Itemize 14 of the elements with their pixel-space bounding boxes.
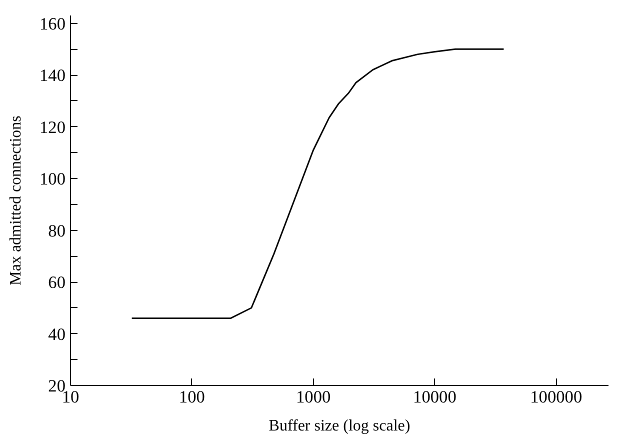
y-tick-label: 140 <box>40 66 66 86</box>
x-tick-label: 1000 <box>296 388 331 406</box>
y-tick-label: 80 <box>48 221 66 240</box>
x-tick-label: 100000 <box>530 388 582 406</box>
y-tick-label: 40 <box>48 324 66 344</box>
y-tick-label: 60 <box>48 273 66 292</box>
x-tick-label: 10000 <box>413 388 456 406</box>
y-tick-label: 120 <box>40 118 66 137</box>
y-axis-title: Max admitted connections <box>8 116 25 286</box>
y-tick-label: 20 <box>48 376 66 396</box>
x-tick-label: 100 <box>178 388 205 406</box>
y-tick-label: 100 <box>40 170 66 189</box>
y-tick-label: 160 <box>40 14 66 34</box>
x-axis-title: Buffer size (log scale) <box>268 418 410 434</box>
